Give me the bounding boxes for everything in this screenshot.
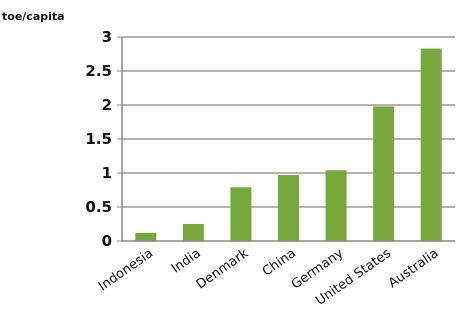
bar	[373, 106, 395, 241]
x-tick-label: Indonesia	[96, 246, 156, 294]
y-tick-label: 0	[102, 232, 112, 250]
y-tick-label: 2.5	[85, 62, 112, 80]
x-tick-label: China	[260, 246, 299, 280]
y-tick-label: 3	[102, 28, 112, 46]
y-tick-label: 1.5	[85, 130, 112, 148]
bar	[182, 224, 204, 241]
y-tick-label: 1	[102, 164, 112, 182]
bar	[230, 187, 252, 241]
y-tick-label: 0.5	[85, 198, 112, 216]
x-tick-label: India	[169, 246, 204, 277]
y-tick-labels: 3 2.5 2 1.5 1 0.5 0	[85, 28, 112, 250]
grid-lines	[117, 36, 455, 242]
x-tick-label: Denmark	[194, 246, 252, 293]
y-tick-label: 2	[102, 96, 112, 114]
y-unit-label: toe/capita	[2, 10, 65, 23]
bars	[135, 48, 442, 242]
bar	[278, 175, 299, 241]
axes	[121, 37, 455, 242]
bar	[135, 232, 157, 241]
bar	[420, 48, 442, 242]
bar	[325, 170, 347, 241]
x-tick-label: Australia	[386, 246, 442, 291]
